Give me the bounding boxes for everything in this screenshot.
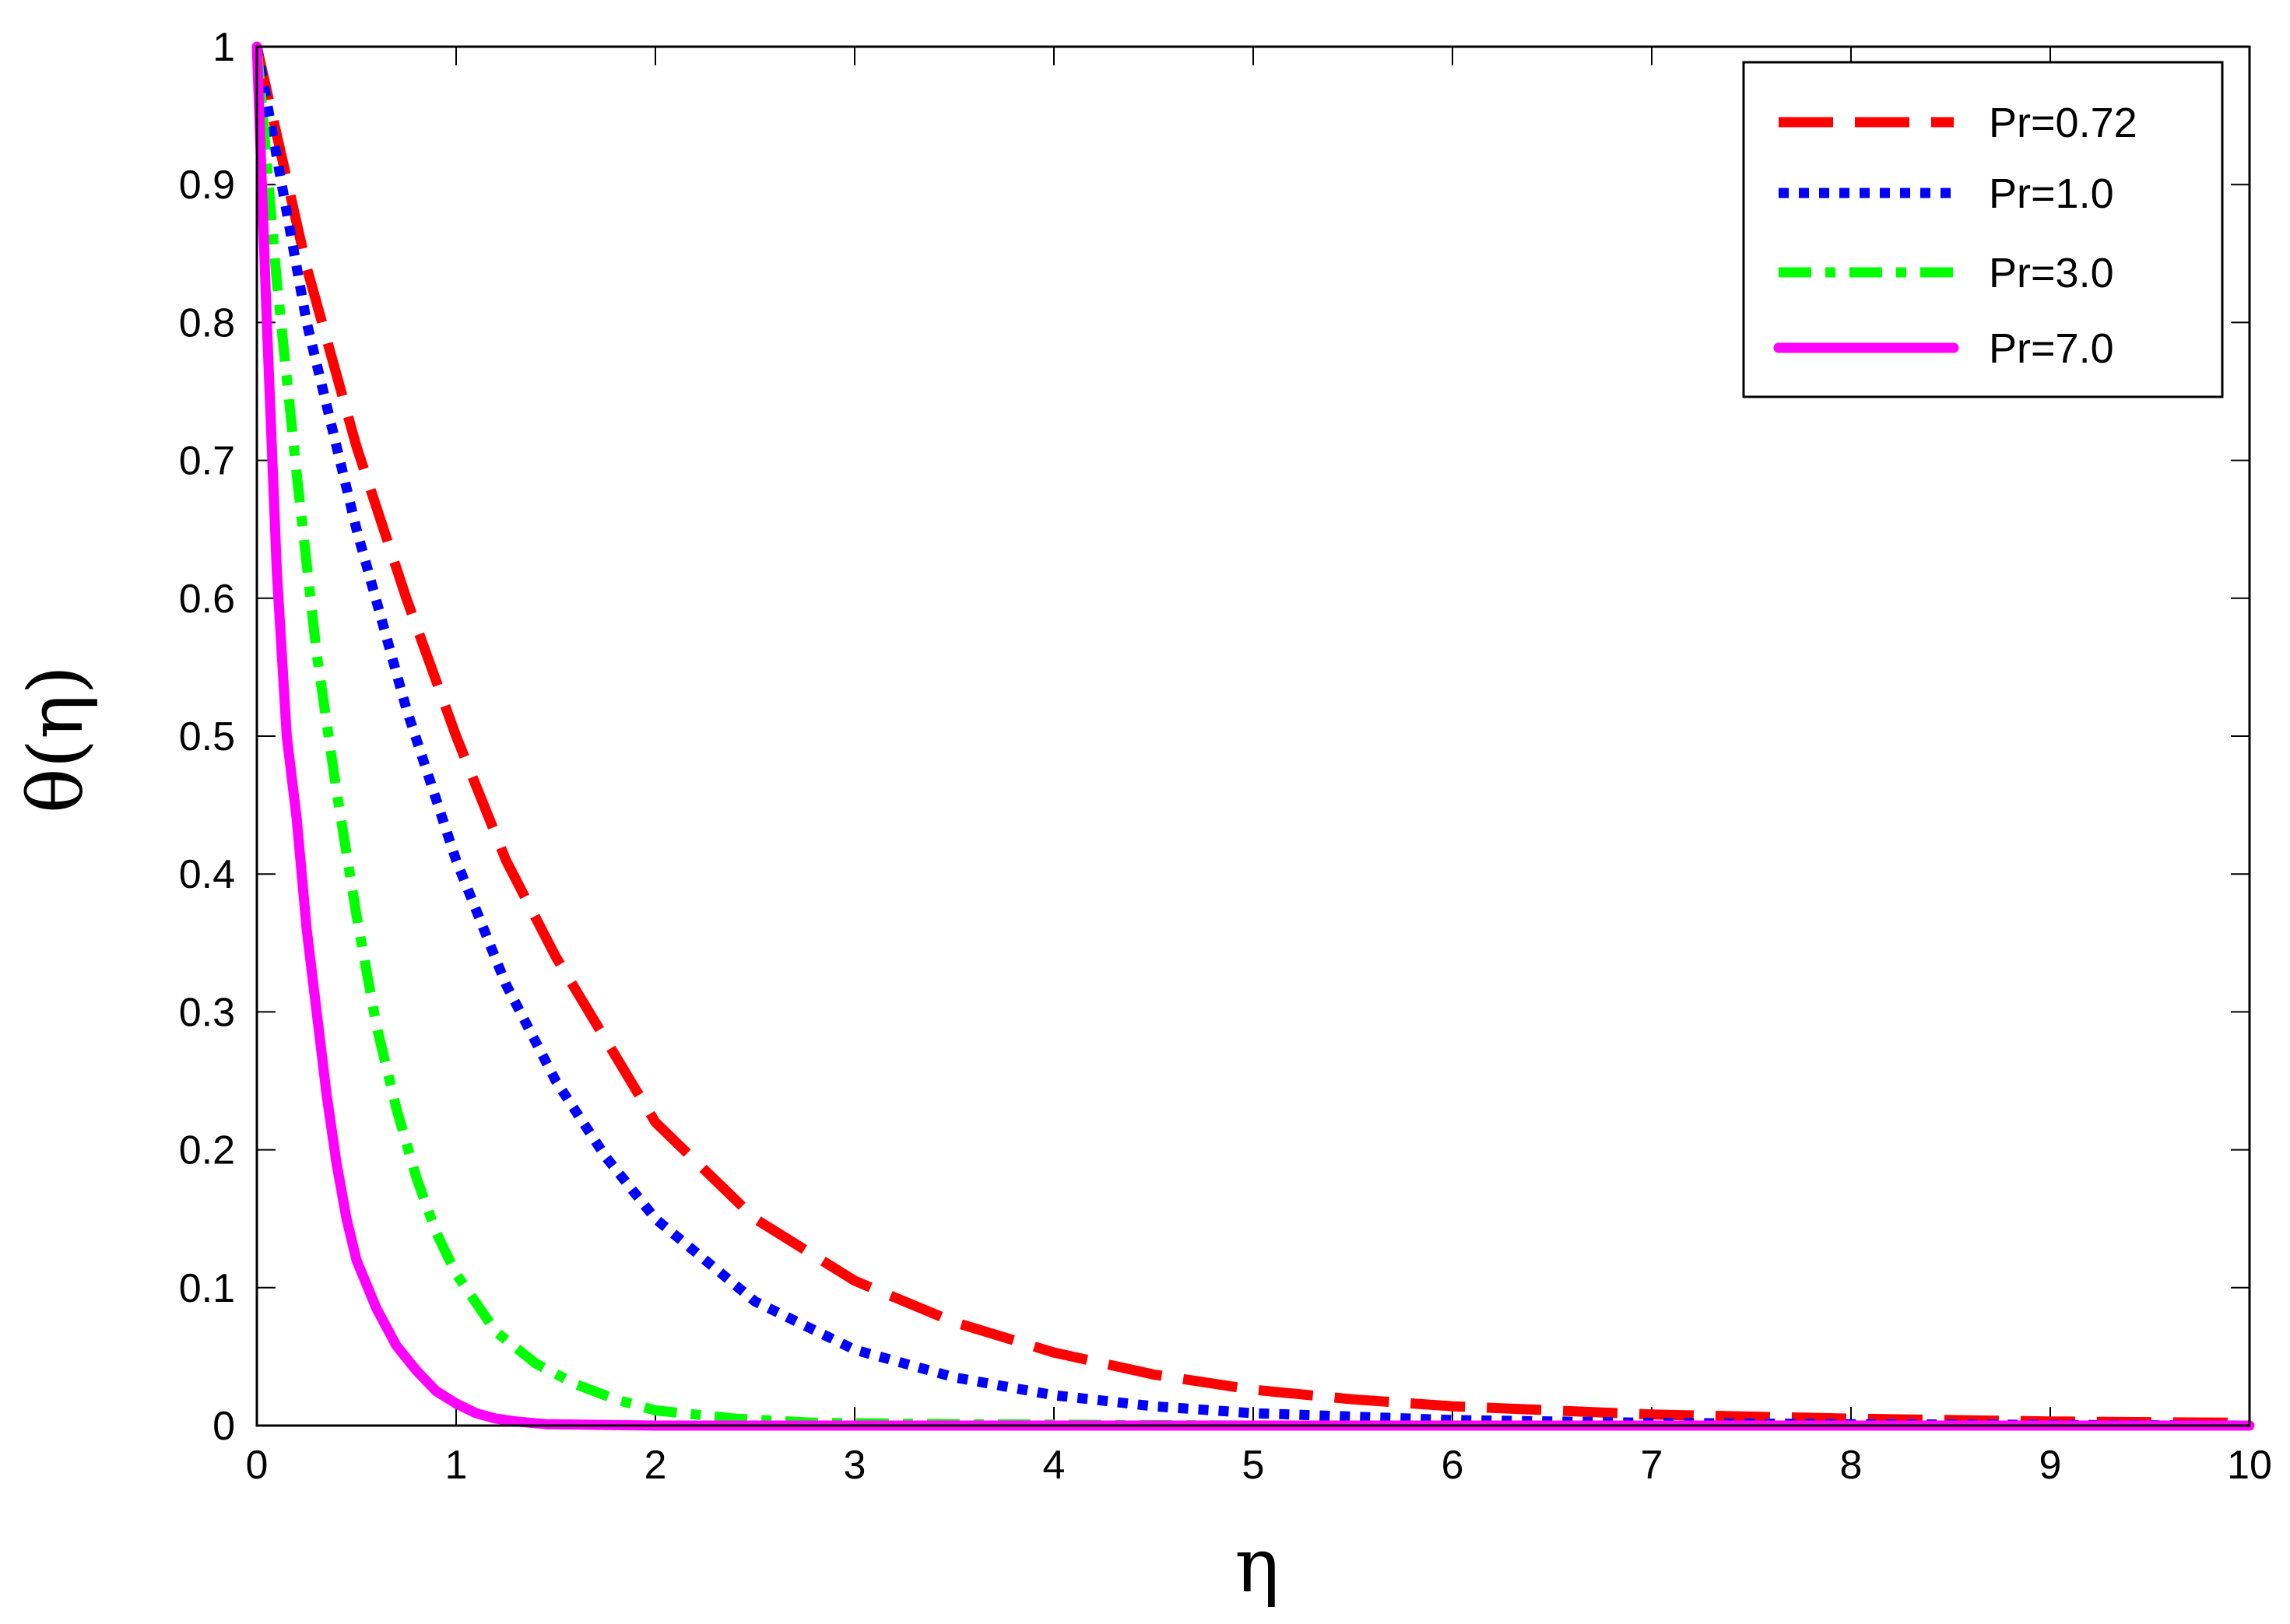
x-tick-label: 9 — [2039, 1443, 2062, 1488]
legend-label-pr-0-72: Pr=0.72 — [1989, 100, 2137, 146]
y-tick-label: 0.7 — [179, 439, 235, 484]
x-tick-label: 10 — [2227, 1443, 2272, 1488]
legend-label-pr-3-0: Pr=3.0 — [1989, 250, 2114, 296]
x-tick-label: 3 — [844, 1443, 866, 1488]
x-tick-label: 7 — [1641, 1443, 1663, 1488]
y-tick-label: 0 — [212, 1404, 235, 1449]
x-tick-label: 8 — [1840, 1443, 1863, 1488]
y-tick-label: 0.9 — [179, 163, 235, 208]
y-axis-label: θ(η) — [12, 665, 100, 813]
y-tick-label: 0.8 — [179, 300, 235, 345]
y-tick-label: 0.3 — [179, 990, 235, 1035]
x-tick-label: 1 — [445, 1443, 468, 1488]
y-tick-label: 1 — [212, 25, 235, 70]
x-tick-label: 4 — [1043, 1443, 1066, 1488]
y-tick-label: 0.1 — [179, 1266, 235, 1311]
plot-frame — [255, 45, 2251, 1427]
y-tick-label: 0.2 — [179, 1128, 235, 1173]
legend-label-pr-1-0: Pr=1.0 — [1989, 170, 2114, 217]
tick-labels: 0 1 2 3 4 5 6 7 8 9 10 0 0.1 0.2 0.3 0.4 0.5 0.6 0.7 0.8 0.9… — [179, 25, 2272, 1488]
x-tick-label: 6 — [1442, 1443, 1464, 1488]
y-tick-label: 0.5 — [179, 714, 235, 759]
x-axis-label: η — [1235, 1522, 1280, 1609]
x-tick-label: 2 — [645, 1443, 667, 1488]
x-tick-label: 5 — [1242, 1443, 1265, 1488]
y-tick-label: 0.4 — [179, 852, 235, 897]
x-tick-label: 0 — [246, 1443, 269, 1488]
legend: Pr=0.72 Pr=1.0 Pr=3.0 Pr=7.0 — [1742, 61, 2224, 398]
y-tick-label: 0.6 — [179, 577, 235, 622]
legend-label-pr-7-0: Pr=7.0 — [1989, 325, 2114, 372]
series-line-pr-0-72 — [251, 45, 2250, 1428]
